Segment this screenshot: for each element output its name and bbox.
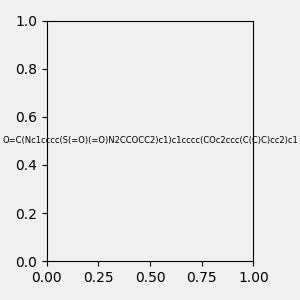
Text: O=C(Nc1cccc(S(=O)(=O)N2CCOCC2)c1)c1cccc(COc2ccc(C(C)C)cc2)c1: O=C(Nc1cccc(S(=O)(=O)N2CCOCC2)c1)c1cccc(…: [2, 136, 298, 146]
